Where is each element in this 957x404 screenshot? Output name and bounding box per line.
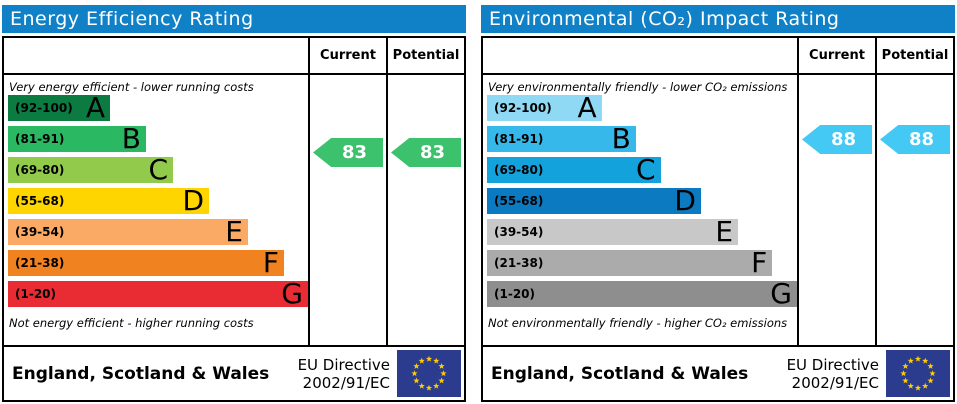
band-range-label: (81-91): [494, 132, 544, 146]
band-e: (39-54) E: [8, 215, 248, 248]
band-b: (81-91) B: [8, 122, 146, 155]
environmental-rating-scale: Very environmentally friendly - lower CO…: [483, 75, 797, 345]
band-b: (81-91) B: [487, 122, 636, 155]
band-letter: E: [225, 215, 243, 248]
environmental-potential-cell: 88: [875, 75, 953, 345]
eu-directive-line1: EU Directive: [786, 355, 879, 374]
band-letter: A: [577, 91, 597, 124]
energy-column-header-potential: Potential: [386, 38, 464, 73]
band-letter: F: [262, 246, 279, 279]
environmental-bottom-caption: Not environmentally friendly - higher CO…: [488, 316, 788, 330]
band-letter: C: [148, 153, 168, 186]
energy-column-header-current: Current: [308, 38, 386, 73]
eu-flag-icon: [886, 350, 950, 397]
energy-current-cell: 83: [308, 75, 386, 345]
energy-table-body-row: Very energy efficient - lower running co…: [4, 75, 464, 347]
energy-footer-row: England, Scotland & Wales EU Directive 2…: [4, 347, 464, 400]
energy-top-caption: Very energy efficient - lower running co…: [9, 80, 254, 94]
energy-potential-cell: 83: [386, 75, 464, 345]
band-letter: G: [281, 277, 303, 310]
band-g: (1-20) G: [8, 277, 308, 310]
environmental-current-cell: 88: [797, 75, 875, 345]
band-letter: D: [674, 184, 696, 217]
band-range-label: (39-54): [15, 225, 65, 239]
environmental-top-caption: Very environmentally friendly - lower CO…: [488, 80, 788, 94]
eu-flag-icon: [397, 350, 461, 397]
environmental-potential-rating-value: 88: [908, 129, 935, 150]
band-f: (21-38) F: [8, 246, 284, 279]
environmental-panel-title: Environmental (CO₂) Impact Rating: [489, 8, 840, 30]
band-a: (92-100) A: [8, 91, 110, 124]
band-range-label: (21-38): [15, 256, 65, 270]
environmental-footer-row: England, Scotland & Wales EU Directive 2…: [483, 347, 953, 400]
band-c: (69-80) C: [8, 153, 173, 186]
energy-panel-title: Energy Efficiency Rating: [10, 8, 254, 30]
energy-current-rating-arrow: 83: [313, 138, 383, 167]
energy-eu-directive-label: EU Directive 2002/91/EC: [298, 356, 390, 392]
band-range-label: (21-38): [494, 256, 544, 270]
band-range-label: (69-80): [15, 163, 65, 177]
band-c: (69-80) C: [487, 153, 661, 186]
environmental-current-rating-value: 88: [830, 129, 857, 150]
eu-directive-line1: EU Directive: [297, 355, 390, 374]
band-range-label: (92-100): [15, 101, 73, 115]
energy-table-header-row: Current Potential: [4, 38, 464, 75]
energy-efficiency-panel: Energy Efficiency Rating Current Potenti…: [2, 5, 466, 402]
band-d: (55-68) D: [8, 184, 209, 217]
environmental-region-label: England, Scotland & Wales: [491, 363, 749, 384]
band-range-label: (69-80): [494, 163, 544, 177]
band-range-label: (1-20): [494, 287, 535, 301]
band-d: (55-68) D: [487, 184, 701, 217]
environmental-table-header-row: Current Potential: [483, 38, 953, 75]
band-letter: C: [636, 153, 656, 186]
band-letter: E: [715, 215, 734, 248]
band-letter: A: [85, 91, 105, 124]
band-range-label: (39-54): [494, 225, 544, 239]
environmental-column-header-potential: Potential: [875, 38, 953, 73]
eu-directive-line2: 2002/91/EC: [791, 373, 879, 392]
energy-bands: (92-100) A (81-91) B (69-80) C (55-68) D (39-54)…: [4, 91, 308, 310]
environmental-potential-rating-arrow: 88: [880, 125, 950, 154]
band-letter: D: [182, 184, 204, 217]
band-g: (1-20) G: [487, 277, 797, 310]
energy-potential-rating-value: 83: [419, 142, 446, 163]
energy-region-label: England, Scotland & Wales: [12, 363, 270, 384]
environmental-current-rating-arrow: 88: [802, 125, 872, 154]
environmental-header-spacer: [483, 38, 797, 73]
energy-header-spacer: [4, 38, 308, 73]
energy-rating-table: Current Potential Very energy efficient …: [2, 36, 466, 402]
band-f: (21-38) F: [487, 246, 773, 279]
band-letter: F: [751, 246, 768, 279]
environmental-panel-header: Environmental (CO₂) Impact Rating: [481, 5, 955, 33]
eu-directive-line2: 2002/91/EC: [302, 373, 390, 392]
environmental-impact-panel: Environmental (CO₂) Impact Rating Curren…: [481, 5, 955, 402]
environmental-rating-table: Current Potential Very environmentally f…: [481, 36, 955, 402]
energy-panel-header: Energy Efficiency Rating: [2, 5, 466, 33]
environmental-eu-directive-label: EU Directive 2002/91/EC: [787, 356, 879, 392]
band-range-label: (1-20): [15, 287, 56, 301]
environmental-table-body-row: Very environmentally friendly - lower CO…: [483, 75, 953, 347]
band-range-label: (55-68): [15, 194, 65, 208]
band-letter: B: [121, 122, 141, 155]
energy-potential-rating-arrow: 83: [391, 138, 461, 167]
band-range-label: (55-68): [494, 194, 544, 208]
band-letter: G: [770, 277, 792, 310]
environmental-column-header-current: Current: [797, 38, 875, 73]
band-range-label: (92-100): [494, 101, 552, 115]
environmental-bands: (92-100) A (81-91) B (69-80) C (55-68) D (39-54)…: [483, 91, 797, 310]
energy-current-rating-value: 83: [341, 142, 368, 163]
energy-bottom-caption: Not energy efficient - higher running co…: [9, 316, 254, 330]
band-e: (39-54) E: [487, 215, 739, 248]
band-letter: B: [611, 122, 631, 155]
band-range-label: (81-91): [15, 132, 65, 146]
energy-rating-scale: Very energy efficient - lower running co…: [4, 75, 308, 345]
band-a: (92-100) A: [487, 91, 602, 124]
